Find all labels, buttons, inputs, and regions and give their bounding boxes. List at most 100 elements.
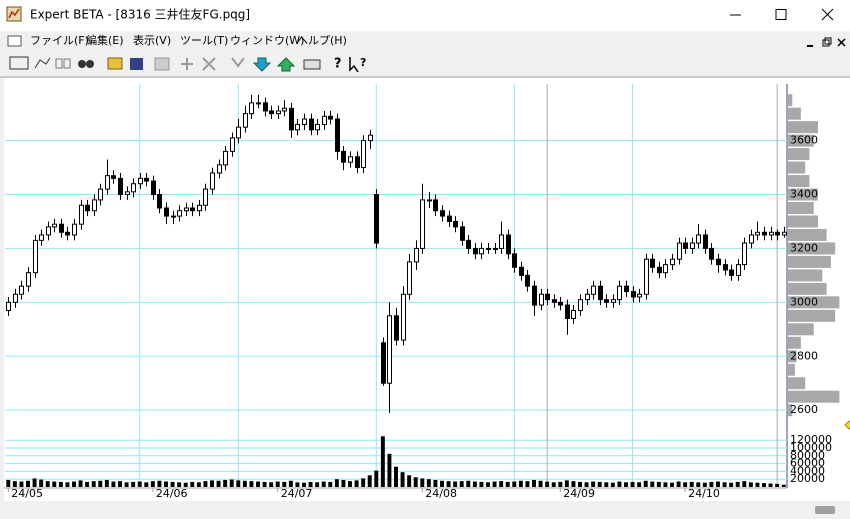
candle-body [217,164,222,174]
menu-item[interactable]: 表示(V) [133,33,171,47]
candle-body [105,175,110,190]
volume-bar [111,481,116,487]
candle-body [381,342,386,384]
candle-body [368,134,373,142]
candle-body [657,266,662,274]
scrollbar[interactable] [0,502,850,519]
candle-body [282,107,287,112]
price-volume-bar [788,296,840,309]
menu-item[interactable]: ファイル(F) [30,34,89,47]
candle-body [26,272,31,287]
scale-marker[interactable] [844,420,850,430]
candle-body [742,242,747,266]
volume-bar [420,478,425,487]
candle-body [171,215,176,218]
x-tick-label: 24/08 [425,487,457,500]
volume-bar [742,481,747,487]
svg-text:?: ? [360,56,366,69]
volume-bar [578,481,582,487]
volume-bar [341,479,346,487]
candle-body [131,183,136,193]
maximize-button[interactable] [775,9,787,20]
candle-body [223,150,228,166]
price-volume-bar [788,404,793,417]
candle-body [506,234,511,255]
volume-bar [124,482,129,487]
menu-item[interactable]: ウィンドウ(W) [230,34,304,47]
candle-body [79,204,84,225]
volume-bar [45,481,50,487]
price-volume-bar [788,94,793,107]
axes: 2600 2800 3000 3200 3400 3600 2000040000600008… [7,134,832,500]
toolbar-icons: ? ? [9,56,366,73]
price-volume-bar [788,323,814,336]
candle-body [230,137,235,152]
volume-bar [177,482,182,487]
y-tick-label: 3400 [790,188,818,201]
volume-bar [551,482,556,487]
candle-body [295,123,300,131]
volume-bar [781,484,786,487]
candle-body [650,258,655,268]
menu-item[interactable]: 編集(E) [86,33,124,47]
y-tick-label: 2800 [790,349,818,362]
volume-bar [269,482,274,487]
candle-body [473,247,478,255]
volume-bar [236,480,241,487]
price-volume-bar [788,336,801,349]
price-volume-bar [788,390,840,403]
menu: ファイル(F)編集(E) 表示(V) ツール(T) ウィンドウ(W)ヘルプ(H) [30,33,347,47]
volume-bar [183,482,188,487]
volume-tick-label: 120000 [790,433,832,446]
candle-body [401,293,406,341]
candle-body [65,231,70,236]
candle-body [525,274,530,287]
close-button[interactable] [821,8,834,21]
volume-tick-label: 80000 [790,449,825,462]
y-tick-label: 3200 [790,241,818,254]
candle-body [98,188,103,201]
volume-bar [308,481,313,487]
candle-body [269,110,274,115]
candle-body [755,231,760,236]
volume-bar [288,480,293,487]
candle-body [762,231,767,236]
candle-body [256,102,261,105]
volume-bar [505,481,510,487]
volume-bar [492,481,497,487]
candle-body [631,291,636,298]
menu-item[interactable]: ツール(T) [180,34,228,47]
scroll-thumb[interactable] [815,506,835,514]
volume-bar [216,480,221,487]
volume-bar [775,483,780,487]
candle-body [723,264,728,271]
price-volume-bar [788,228,827,241]
volume-bar [426,479,431,487]
volume-bar [762,483,766,487]
volume-bar [380,436,385,487]
volume-bar [407,475,412,487]
chart-area [4,78,850,501]
volume-bar [91,481,96,487]
volume-bar [157,480,162,487]
volume-bar [525,481,530,487]
x-tick-label: 24/09 [563,487,595,500]
price-volume-bar [788,269,823,282]
volume-bar [104,479,109,487]
candle-body [125,191,130,196]
candle-body [210,172,215,190]
candle-body [203,188,208,206]
candle-body [118,177,123,196]
candle-body [519,266,524,276]
grid [5,84,787,487]
price-volume-bar [788,350,797,363]
menu-item[interactable]: ヘルプ(H) [297,34,347,47]
volume-bar [282,481,287,487]
candle-body [427,199,432,202]
candle-body [716,258,721,266]
volume-bar [591,481,596,487]
volume-bar [676,481,681,487]
volume-bar [98,480,103,487]
volume-bar [26,480,30,487]
candle-body [447,215,452,222]
